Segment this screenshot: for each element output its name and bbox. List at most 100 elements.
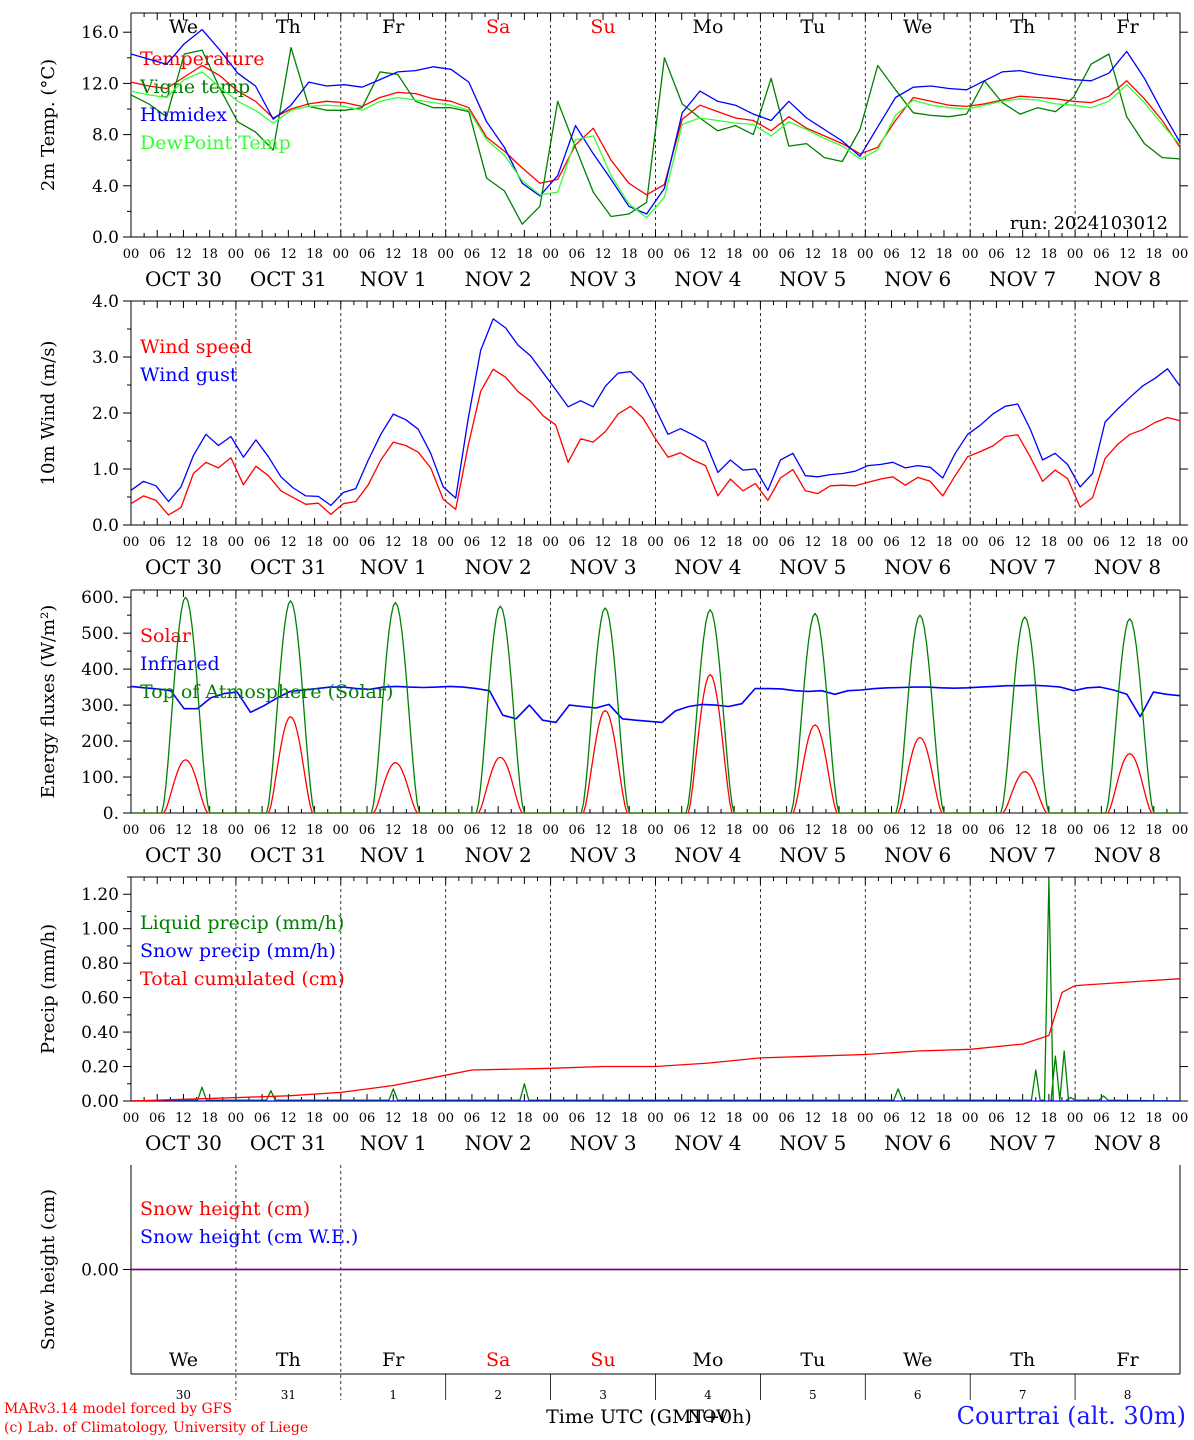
day-number-label: 30	[176, 1388, 191, 1402]
weekday-label: Fr	[382, 16, 405, 38]
dewpoint-temp-line	[130, 71, 1181, 219]
y-tick-label: 0.00	[81, 1092, 119, 1112]
day-number-label: 4	[704, 1388, 712, 1402]
hour-tick-label: 00	[1067, 1111, 1084, 1126]
date-label: OCT 30	[145, 843, 222, 867]
hour-tick-label: 12	[700, 823, 717, 838]
y-tick-label: 0.80	[81, 954, 119, 974]
date-label: OCT 31	[250, 555, 327, 579]
day-number-label: 6	[914, 1388, 922, 1402]
hour-tick-label: 12	[490, 823, 507, 838]
weekday-label-bottom: We	[903, 1349, 932, 1371]
hour-tick-label: 00	[228, 1111, 245, 1126]
snow-precip-legend: Snow precip (mm/h)	[140, 940, 336, 962]
date-label: NOV 5	[779, 555, 846, 579]
y-tick-label: 0.	[103, 804, 119, 824]
hour-tick-label: 18	[306, 1111, 323, 1126]
hour-tick-label: 18	[1146, 247, 1163, 262]
day-number-label: 31	[281, 1388, 296, 1402]
hour-tick-label: 06	[778, 1111, 795, 1126]
y-axis-label: Snow height (cm)	[38, 1189, 59, 1350]
hour-tick-label: 06	[883, 1111, 900, 1126]
hour-tick-label: 00	[962, 823, 979, 838]
hour-tick-label: 06	[988, 247, 1005, 262]
hour-tick-label: 00	[647, 823, 664, 838]
hour-tick-label: 00	[752, 247, 769, 262]
vigne-temp-legend: Vigne temp	[139, 76, 250, 98]
hour-tick-label: 12	[490, 247, 507, 262]
hour-tick-label: 06	[254, 823, 271, 838]
hour-tick-label: 00	[752, 1111, 769, 1126]
y-tick-label: 100.	[81, 768, 119, 788]
infrared-legend: Infrared	[140, 653, 220, 675]
wind-gust-line	[130, 318, 1181, 507]
hour-tick-label: 06	[673, 1111, 690, 1126]
weekday-label-bottom: Th	[1010, 1349, 1035, 1371]
hour-tick-label: 00	[857, 535, 874, 550]
hour-tick-label: 00	[228, 535, 245, 550]
date-label: NOV 7	[989, 267, 1056, 291]
hour-tick-label: 18	[726, 247, 743, 262]
hour-tick-label: 06	[149, 1111, 166, 1126]
y-tick-label: 4.0	[92, 177, 119, 197]
hour-tick-label: 18	[1041, 535, 1058, 550]
date-label: NOV 4	[674, 1131, 741, 1155]
date-label: NOV 4	[674, 555, 741, 579]
hour-tick-label: 18	[936, 823, 953, 838]
hour-tick-label: 00	[123, 1111, 140, 1126]
wind-speed-legend: Wind speed	[140, 336, 252, 358]
hour-tick-label: 00	[962, 1111, 979, 1126]
hour-tick-label: 06	[569, 535, 586, 550]
date-label: NOV 2	[465, 843, 532, 867]
weekday-label-bottom: Sa	[486, 1349, 510, 1371]
hour-tick-label: 00	[333, 535, 350, 550]
hour-tick-label: 06	[464, 823, 481, 838]
date-label: NOV 1	[360, 267, 427, 291]
y-tick-label: 1.20	[81, 885, 119, 905]
wind-speed-line	[130, 368, 1181, 516]
hour-tick-label: 18	[621, 247, 638, 262]
hour-tick-label: 18	[411, 247, 428, 262]
y-tick-label: 16.0	[81, 23, 119, 43]
date-label: NOV 2	[465, 267, 532, 291]
toa-solar-line	[131, 596, 1180, 814]
hour-tick-label: 00	[437, 247, 454, 262]
y-tick-label: 200.	[81, 732, 119, 752]
hour-tick-label: 18	[201, 535, 218, 550]
hour-tick-label: 00	[542, 1111, 559, 1126]
hour-tick-label: 06	[149, 823, 166, 838]
hour-tick-label: 18	[1041, 247, 1058, 262]
date-label: NOV 5	[779, 267, 846, 291]
infrared-line	[130, 684, 1181, 724]
hour-tick-label: 12	[805, 823, 822, 838]
y-tick-label: 12.0	[81, 74, 119, 94]
day-number-label: 2	[494, 1388, 502, 1402]
hour-tick-label: 06	[778, 535, 795, 550]
hour-tick-label: 00	[1172, 823, 1189, 838]
hour-tick-label: 00	[1172, 1111, 1189, 1126]
hour-tick-label: 06	[1093, 823, 1110, 838]
weekday-label-bottom: Fr	[382, 1349, 405, 1371]
hour-tick-label: 12	[700, 535, 717, 550]
hour-tick-label: 00	[1067, 535, 1084, 550]
hour-tick-label: 12	[1119, 823, 1136, 838]
hour-tick-label: 18	[726, 535, 743, 550]
hour-tick-label: 06	[569, 247, 586, 262]
date-label: NOV 7	[989, 1131, 1056, 1155]
y-tick-label: 0.00	[81, 1261, 119, 1281]
date-label: OCT 31	[250, 843, 327, 867]
hour-tick-label: 06	[569, 823, 586, 838]
hour-tick-label: 06	[673, 823, 690, 838]
hour-tick-label: 06	[359, 1111, 376, 1126]
hour-tick-label: 00	[437, 823, 454, 838]
hour-tick-label: 12	[1014, 247, 1031, 262]
hour-tick-label: 06	[778, 823, 795, 838]
hour-tick-label: 00	[123, 535, 140, 550]
date-label: NOV 3	[570, 1131, 637, 1155]
date-label: NOV 7	[989, 843, 1056, 867]
date-label: NOV 8	[1094, 1131, 1161, 1155]
hour-tick-label: 12	[595, 535, 612, 550]
hour-tick-label: 18	[1146, 1111, 1163, 1126]
y-axis-label: Precip (mm/h)	[38, 924, 59, 1054]
hour-tick-label: 00	[228, 823, 245, 838]
